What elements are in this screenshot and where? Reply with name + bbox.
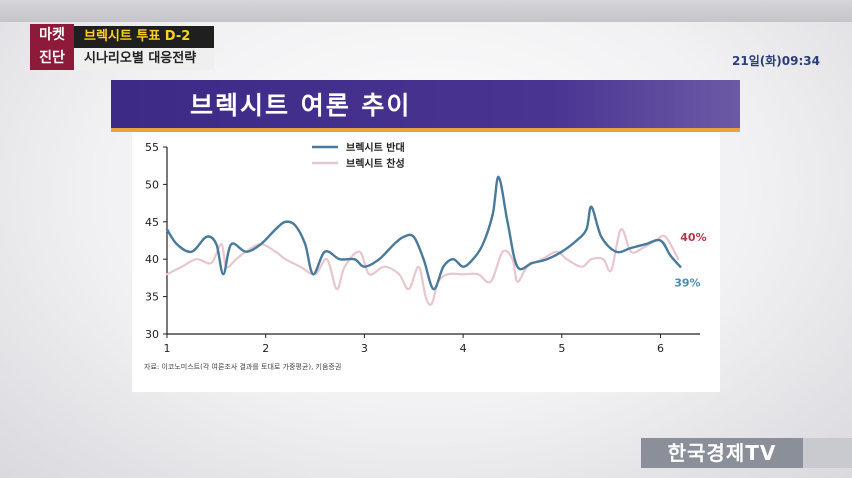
x-tick-label: 3 — [361, 342, 368, 355]
chart-source-note: 자료: 이코노미스트(각 여론조사 결과를 토대로 가중평균), 키움증권 — [144, 363, 342, 371]
top-bar — [0, 0, 852, 22]
headline: 브렉시트 투표 D-2 — [74, 26, 214, 48]
broadcast-clock: 21일(화)09:34 — [732, 54, 820, 68]
series-line-remain — [165, 175, 682, 291]
y-tick-label: 50 — [145, 178, 159, 191]
chart-panel: 30 35 40 45 50 55 1 2 3 4 5 6 39% 40% 브렉시트 반대 브렉시트 찬성 자… — [132, 132, 720, 392]
banner-underline — [111, 128, 740, 132]
x-tick-label: 2 — [262, 342, 269, 355]
banner-title: 브렉시트 여론 추이 — [190, 91, 412, 120]
legend-label: 브렉시트 반대 — [346, 141, 405, 154]
x-tick-label: 6 — [657, 342, 664, 355]
y-tick-label: 30 — [145, 328, 159, 341]
broadcaster-logo: 한국경제TV — [641, 438, 803, 468]
subheadline: 시나리오별 대응전략 — [74, 48, 214, 70]
badge-line-1: 마켓 — [39, 27, 65, 43]
logo-tail — [803, 438, 852, 468]
series-line-leave — [165, 228, 680, 306]
end-label-leave: 40% — [680, 231, 706, 244]
y-tick-label: 40 — [145, 253, 159, 266]
badge-line-2: 진단 — [39, 50, 65, 66]
x-tick-label: 4 — [460, 342, 467, 355]
y-tick-label: 55 — [145, 141, 159, 154]
banner — [111, 80, 740, 128]
x-tick-label: 1 — [164, 342, 171, 355]
y-tick-label: 35 — [145, 291, 159, 304]
x-tick-label: 5 — [558, 342, 565, 355]
legend-label: 브렉시트 찬성 — [346, 157, 405, 170]
end-label-remain: 39% — [674, 277, 700, 290]
y-tick-label: 45 — [145, 216, 159, 229]
segment-badge: 마켓 진단 — [30, 24, 74, 70]
